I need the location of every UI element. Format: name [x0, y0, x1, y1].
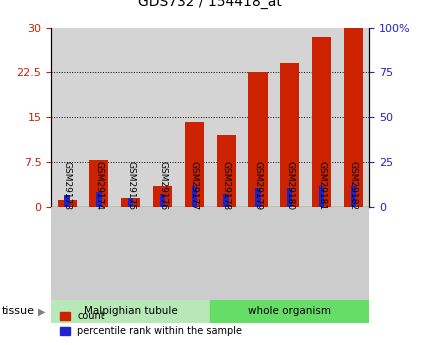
Text: whole organism: whole organism — [248, 306, 332, 316]
Text: GSM29176: GSM29176 — [158, 161, 167, 210]
Text: GSM29180: GSM29180 — [285, 161, 294, 210]
Bar — [351, 186, 356, 207]
Bar — [223, 194, 229, 207]
Bar — [210, 207, 242, 300]
Bar — [274, 207, 306, 300]
Text: Malpighian tubule: Malpighian tubule — [84, 306, 178, 316]
Bar — [115, 207, 147, 300]
Bar — [83, 28, 115, 207]
Bar — [242, 28, 274, 207]
Bar — [153, 186, 172, 207]
Bar — [51, 207, 83, 300]
Legend: count, percentile rank within the sample: count, percentile rank within the sample — [56, 307, 247, 340]
Text: GSM29178: GSM29178 — [222, 161, 231, 210]
Bar — [51, 300, 210, 323]
Text: GSM29173: GSM29173 — [63, 161, 72, 210]
Bar — [121, 198, 140, 207]
Text: GSM29177: GSM29177 — [190, 161, 199, 210]
Bar — [306, 28, 337, 207]
Bar — [312, 37, 331, 207]
Bar — [57, 200, 77, 207]
Bar — [280, 63, 299, 207]
Bar — [255, 188, 261, 207]
Bar — [210, 28, 242, 207]
Bar — [185, 122, 204, 207]
Bar — [344, 28, 363, 207]
Bar — [217, 135, 236, 207]
Text: GSM29179: GSM29179 — [254, 161, 263, 210]
Text: GSM29174: GSM29174 — [94, 161, 103, 210]
Text: tissue: tissue — [2, 306, 35, 316]
Text: GSM29181: GSM29181 — [317, 161, 326, 210]
Text: GDS732 / 154418_at: GDS732 / 154418_at — [138, 0, 282, 9]
Bar — [192, 186, 197, 207]
Bar — [242, 207, 274, 300]
Bar — [337, 28, 369, 207]
Bar — [147, 28, 178, 207]
Bar — [287, 188, 292, 207]
Bar — [83, 207, 115, 300]
Bar — [147, 207, 178, 300]
Bar — [248, 72, 267, 207]
Bar — [115, 28, 147, 207]
Bar — [65, 195, 70, 207]
Text: ▶: ▶ — [38, 306, 45, 316]
Bar — [178, 28, 210, 207]
Bar — [160, 195, 165, 207]
Bar — [319, 186, 324, 207]
Bar — [96, 192, 101, 207]
Bar — [337, 207, 369, 300]
Bar — [128, 198, 134, 207]
Bar — [210, 300, 369, 323]
Bar — [274, 28, 306, 207]
Text: GSM29182: GSM29182 — [349, 161, 358, 210]
Bar — [178, 207, 210, 300]
Text: GSM29175: GSM29175 — [126, 161, 135, 210]
Bar — [89, 160, 109, 207]
Bar — [306, 207, 337, 300]
Bar — [51, 28, 83, 207]
